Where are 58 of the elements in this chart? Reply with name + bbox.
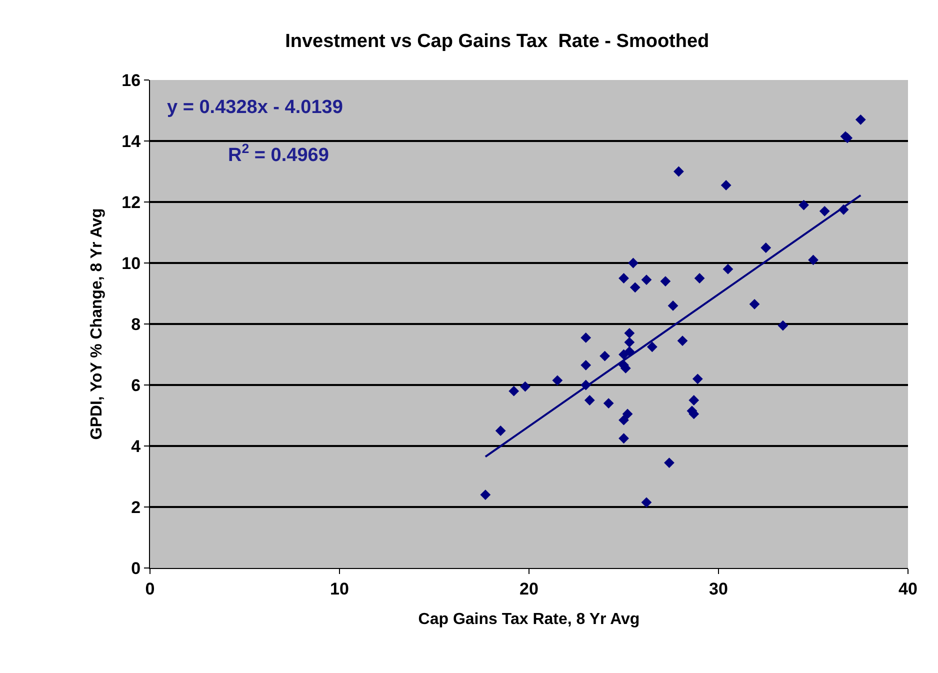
y-tick-label: 16 [122, 70, 141, 90]
point [760, 242, 772, 253]
point [495, 426, 506, 436]
point [674, 166, 684, 177]
point [584, 395, 595, 406]
point [808, 254, 818, 266]
point [819, 206, 830, 216]
y-tick-label: 8 [131, 314, 141, 334]
x-tick-label: 20 [520, 579, 538, 598]
x-tick-label: 40 [898, 579, 918, 598]
y-tick-label: 12 [122, 192, 141, 212]
y-tick-label: 4 [131, 436, 142, 456]
annotation: R$^{2}$ = 0.4969 [228, 141, 329, 166]
point [520, 381, 530, 392]
point [628, 258, 638, 268]
point [688, 395, 700, 406]
chart-title: Investment vs Cap Gains Tax Rate - Smoothed [285, 30, 710, 52]
x-tick-label: 30 [709, 579, 728, 598]
point [480, 490, 491, 500]
y-tick-label: 6 [131, 376, 141, 395]
point [664, 458, 674, 468]
point [624, 346, 635, 357]
point [580, 332, 592, 343]
point [618, 414, 629, 426]
point [508, 386, 520, 396]
point [580, 360, 592, 370]
point [722, 264, 734, 274]
point [855, 114, 866, 125]
point [618, 273, 629, 284]
x-tick-label: 0 [145, 579, 155, 598]
point [600, 350, 610, 362]
point [677, 336, 688, 346]
y-tick-label: 14 [122, 132, 142, 151]
point [624, 337, 635, 348]
point [618, 433, 629, 444]
y-tick-label: 2 [131, 498, 141, 517]
point [624, 328, 635, 338]
x-axis-title: Cap Gains Tax Rate, 8 Yr Avg [418, 611, 640, 628]
point [660, 276, 671, 286]
point [622, 408, 633, 420]
point [603, 398, 614, 408]
point [749, 298, 760, 310]
point [641, 274, 652, 285]
point [778, 320, 788, 331]
point [798, 200, 809, 210]
y-tick-label: 10 [122, 254, 141, 273]
point [668, 300, 678, 311]
x-tick-label: 10 [330, 579, 349, 598]
y-tick-label: 0 [131, 558, 141, 578]
point [720, 180, 732, 190]
point [694, 273, 705, 284]
point [692, 374, 703, 384]
annotation: y = 0.4328x - 4.0139 [167, 97, 343, 118]
point [641, 497, 652, 508]
point [646, 342, 658, 352]
y-axis-title: GPDI, YoY % Change, 8 Yr Avg [88, 208, 106, 440]
point [552, 375, 563, 386]
point [630, 282, 640, 293]
